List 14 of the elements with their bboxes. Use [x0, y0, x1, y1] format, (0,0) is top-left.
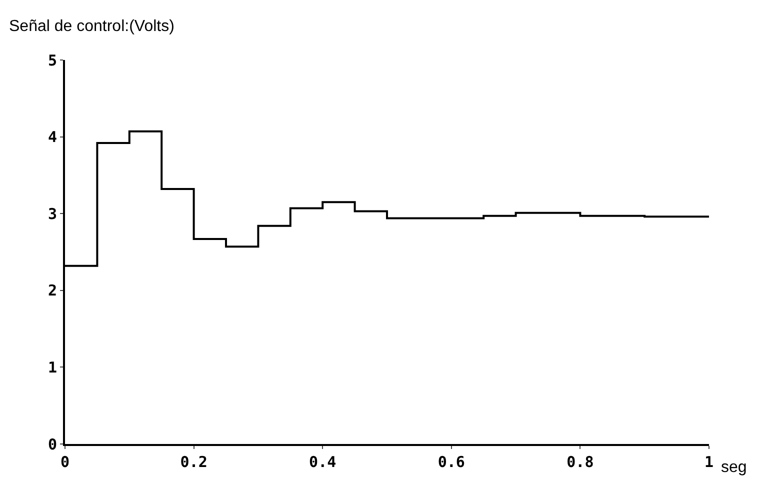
y-tick-label: 2	[48, 282, 57, 300]
y-tick-label: 5	[48, 51, 57, 70]
x-axis-title: seg	[721, 459, 747, 476]
y-tick-label: 3	[48, 204, 57, 223]
x-tick-label: 0.6	[438, 453, 465, 471]
y-tick-label: 4	[48, 128, 57, 146]
y-tick-label: 1	[48, 358, 57, 376]
x-tick-label: 0	[60, 453, 70, 471]
y-axis-title: Señal de control:(Volts)	[9, 18, 174, 35]
x-tick-label: 0.4	[309, 453, 336, 471]
x-tick-label: 1	[704, 453, 714, 471]
x-tick-label: 0.2	[180, 453, 208, 471]
y-tick-label: 0	[48, 435, 57, 454]
x-tick-label: 0.8	[566, 453, 594, 471]
